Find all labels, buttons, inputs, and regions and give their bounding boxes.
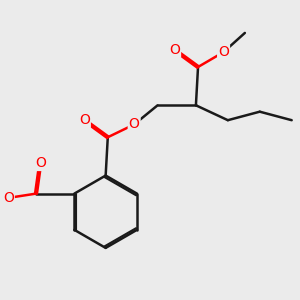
Text: O: O bbox=[79, 113, 90, 127]
Text: O: O bbox=[169, 43, 180, 57]
Text: O: O bbox=[3, 191, 14, 205]
Text: O: O bbox=[218, 45, 229, 59]
Text: O: O bbox=[35, 156, 46, 170]
Text: O: O bbox=[129, 118, 140, 131]
